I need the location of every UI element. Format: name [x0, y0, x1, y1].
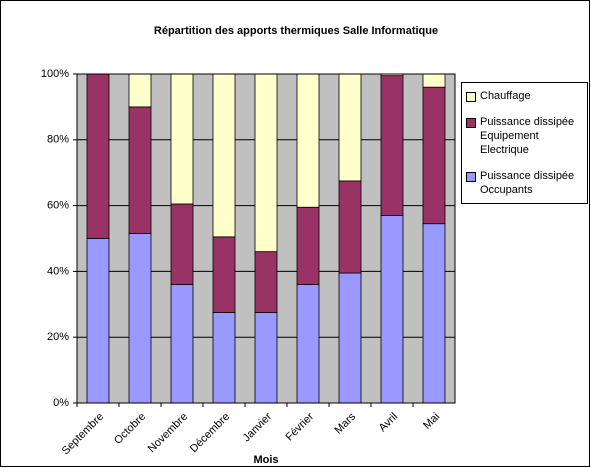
bar — [128, 233, 152, 404]
y-tick-label: 40% — [47, 265, 69, 277]
legend-item: Chauffage — [466, 89, 585, 103]
legend: Chauffage Puissance dissipée Equipement E… — [461, 82, 588, 204]
bar — [254, 73, 278, 253]
bar — [338, 73, 362, 182]
legend-swatch — [466, 92, 476, 102]
bar — [212, 236, 236, 313]
bar — [296, 284, 320, 404]
y-tick-label: 60% — [47, 200, 69, 212]
plot-border — [76, 73, 456, 404]
legend-label: Puissance dissipée Equipement Electrique — [480, 116, 575, 156]
legend-swatch — [466, 172, 476, 182]
legend-swatch — [466, 118, 476, 128]
bar — [86, 73, 110, 239]
bar — [212, 312, 236, 404]
bar — [380, 215, 404, 404]
legend-label: Puissance dissipée Occupants — [480, 170, 575, 196]
y-tick-label: 20% — [47, 331, 69, 343]
legend-item: Puissance dissipée Equipement Electrique — [466, 115, 585, 157]
bar — [170, 73, 194, 205]
bar — [170, 203, 194, 285]
bar — [254, 251, 278, 313]
y-tick-label: 0% — [53, 397, 69, 409]
y-tick-label: 80% — [47, 134, 69, 146]
legend-label: Chauffage — [480, 90, 531, 102]
legend-item: Puissance dissipée Occupants — [466, 169, 585, 197]
bar — [338, 180, 362, 274]
bar — [422, 86, 446, 225]
bar — [338, 272, 362, 404]
bar — [422, 73, 446, 88]
bar — [296, 73, 320, 208]
bar — [86, 238, 110, 404]
bar — [254, 312, 278, 404]
bar — [380, 75, 404, 216]
bar — [212, 73, 236, 238]
y-tick-label: 100% — [41, 68, 69, 80]
bar — [128, 106, 152, 234]
bar — [422, 223, 446, 404]
bar — [296, 206, 320, 285]
x-axis-label: Mois — [253, 454, 278, 466]
bar — [170, 284, 194, 404]
chart-title: Répartition des apports thermiques Salle… — [154, 25, 438, 37]
bar — [128, 73, 152, 108]
